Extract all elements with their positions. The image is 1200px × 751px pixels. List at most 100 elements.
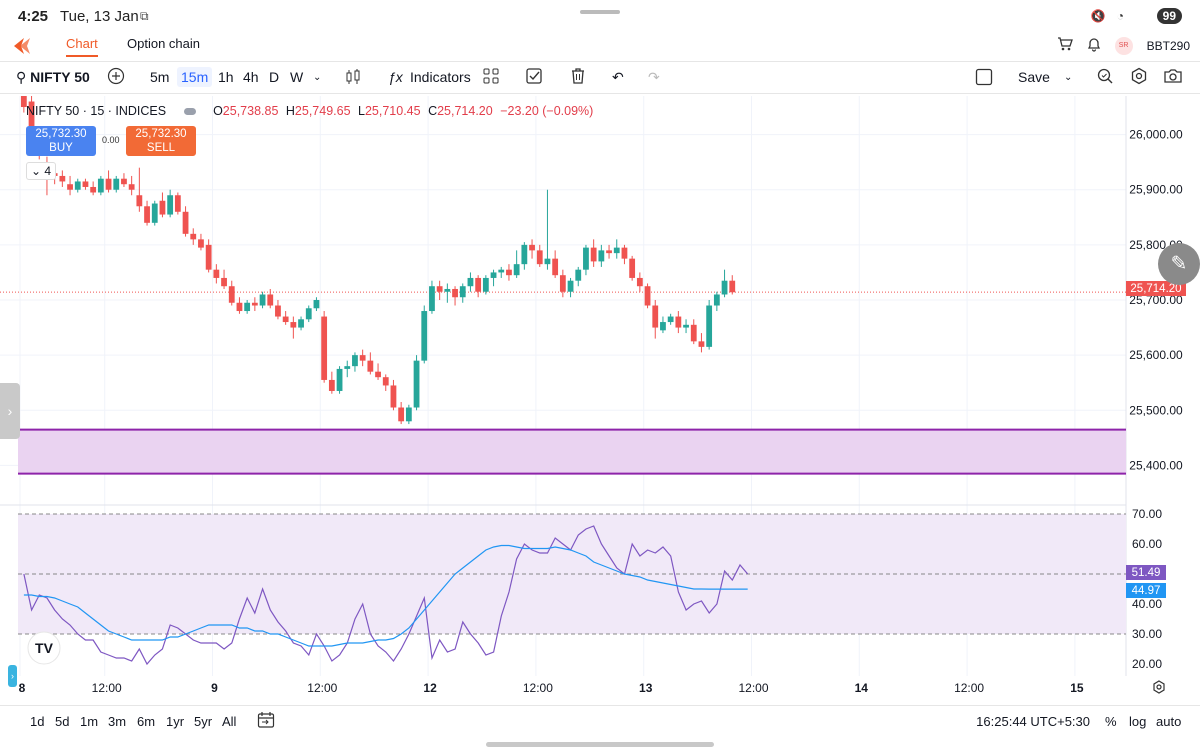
interval-15m[interactable]: 15m	[177, 67, 213, 87]
tv-logo-mark: TV	[35, 640, 54, 656]
time-axis-settings-icon[interactable]	[1153, 680, 1165, 694]
indicators-button[interactable]: Indicators	[410, 69, 471, 85]
time-tick-label: 15	[1070, 681, 1084, 695]
object-tree-toggle-icon[interactable]: ›	[8, 665, 17, 687]
legend-eye-icon[interactable]	[183, 108, 196, 116]
tab-chart[interactable]: Chart	[66, 36, 98, 57]
rsi-tick-label: 30.00	[1132, 627, 1162, 641]
range-6m[interactable]: 6m	[137, 714, 156, 729]
range-3m[interactable]: 3m	[108, 714, 127, 729]
candle	[713, 291, 720, 312]
time-axis[interactable]: 8 12:00 9 12:00 12 12:00 13 12:00 14 12:00 15	[19, 681, 1084, 695]
candle	[467, 272, 474, 292]
bell-icon[interactable]	[1087, 36, 1101, 55]
indicators-collapse-button[interactable]: ⌄ 4	[26, 162, 56, 180]
time-tick-label: 12:00	[738, 681, 768, 695]
undo-icon[interactable]: ↶	[612, 69, 624, 85]
candle	[590, 239, 597, 267]
candle-body	[698, 341, 705, 347]
interval-d[interactable]: D	[269, 69, 280, 85]
candle-body	[275, 305, 281, 317]
candle-body	[205, 244, 212, 270]
range-1yr[interactable]: 1yr	[166, 714, 185, 729]
rsi-value-label: 51.49	[1132, 567, 1161, 579]
candle-body	[583, 247, 589, 270]
layout-square-icon[interactable]	[975, 68, 993, 89]
rsi-pane[interactable]	[18, 513, 1126, 666]
candle	[144, 200, 150, 226]
percent-toggle[interactable]: %	[1105, 714, 1117, 729]
symbol-search-button[interactable]: ⚲ NIFTY 50	[16, 69, 90, 86]
trash-icon[interactable]	[570, 67, 586, 88]
candle	[667, 313, 674, 325]
candle	[367, 352, 374, 375]
chevron-down-icon[interactable]: ⌄	[313, 72, 322, 83]
save-button[interactable]: Save	[1018, 69, 1050, 85]
alert-check-icon[interactable]	[525, 67, 543, 88]
quick-search-icon[interactable]	[1096, 67, 1114, 88]
price-axis[interactable]: 26,000.0025,900.0025,800.0025,700.0025,6…	[1129, 128, 1183, 473]
log-toggle[interactable]: log	[1129, 714, 1147, 729]
chart-legend[interactable]: NIFTY 50 · 15 · INDICES O25,738.85 H25,7…	[26, 104, 593, 118]
avatar[interactable]: SR	[1114, 36, 1133, 55]
interval-4h[interactable]: 4h	[243, 69, 259, 85]
candle	[305, 305, 312, 323]
sell-button[interactable]: 25,732.30 SELL	[126, 126, 196, 156]
interval-5m[interactable]: 5m	[150, 69, 170, 85]
buy-label: BUY	[49, 142, 73, 154]
sell-label: SELL	[146, 142, 176, 154]
candle-body	[182, 211, 189, 234]
candle-body	[498, 269, 505, 273]
range-5d[interactable]: 5d	[55, 714, 70, 729]
multitask-handle[interactable]	[580, 10, 620, 14]
demand-zone[interactable]	[18, 429, 1126, 474]
price-chart[interactable]: 26,000.0025,900.0025,800.0025,700.0025,6…	[0, 95, 1200, 705]
templates-grid-icon[interactable]	[483, 68, 499, 87]
rsi-tick-label: 20.00	[1132, 657, 1162, 671]
candle-body	[667, 316, 674, 323]
candle-body	[459, 286, 466, 298]
range-5yr[interactable]: 5yr	[194, 714, 213, 729]
time-tick-label: 12:00	[523, 681, 553, 695]
candle-body	[398, 407, 405, 422]
range-1m[interactable]: 1m	[80, 714, 99, 729]
account-id[interactable]: BBT290	[1146, 38, 1190, 53]
goto-date-icon[interactable]	[257, 711, 275, 732]
rsi-ma-value-tag	[1126, 583, 1166, 598]
candle	[59, 170, 66, 187]
candle	[174, 192, 181, 215]
candle	[205, 239, 212, 273]
back-arrow-icon[interactable]	[10, 36, 32, 61]
indicators-icon[interactable]: ƒx	[388, 69, 403, 85]
auto-toggle[interactable]: auto	[1156, 714, 1182, 729]
home-indicator[interactable]	[486, 742, 714, 747]
candle	[213, 264, 220, 284]
candle	[228, 280, 235, 306]
drawing-panel-toggle-icon[interactable]: ›	[0, 383, 20, 439]
save-options-chevron-icon[interactable]: ⌄	[1064, 72, 1073, 83]
search-icon: ⚲	[16, 69, 27, 85]
session-clock[interactable]: 16:25:44 UTC+5:30	[976, 714, 1090, 729]
interval-1h[interactable]: 1h	[218, 69, 234, 85]
candle	[359, 349, 366, 367]
range-1d[interactable]: 1d	[30, 714, 45, 729]
drawing-pencil-icon[interactable]: ✎	[1158, 243, 1200, 285]
candle-type-icon[interactable]	[345, 68, 361, 89]
price-tick-label: 25,400.00	[1129, 458, 1183, 472]
candle-body	[282, 316, 289, 323]
interval-w[interactable]: W	[290, 69, 304, 85]
tab-option-chain[interactable]: Option chain	[127, 36, 200, 51]
time-tick-label: 12	[423, 681, 437, 695]
camera-icon[interactable]	[1163, 67, 1183, 88]
settings-gear-icon[interactable]	[1130, 67, 1148, 88]
buy-button[interactable]: 25,732.30 BUY	[26, 126, 96, 156]
candle-body	[482, 277, 489, 292]
time-tick-label: 12:00	[307, 681, 337, 695]
compare-add-icon[interactable]	[107, 67, 125, 88]
range-all[interactable]: All	[222, 714, 237, 729]
candle	[567, 277, 574, 298]
redo-icon[interactable]: ↷	[648, 69, 660, 85]
price-tick-label: 25,600.00	[1129, 348, 1183, 362]
cart-icon[interactable]	[1057, 36, 1073, 55]
candle	[198, 233, 204, 251]
